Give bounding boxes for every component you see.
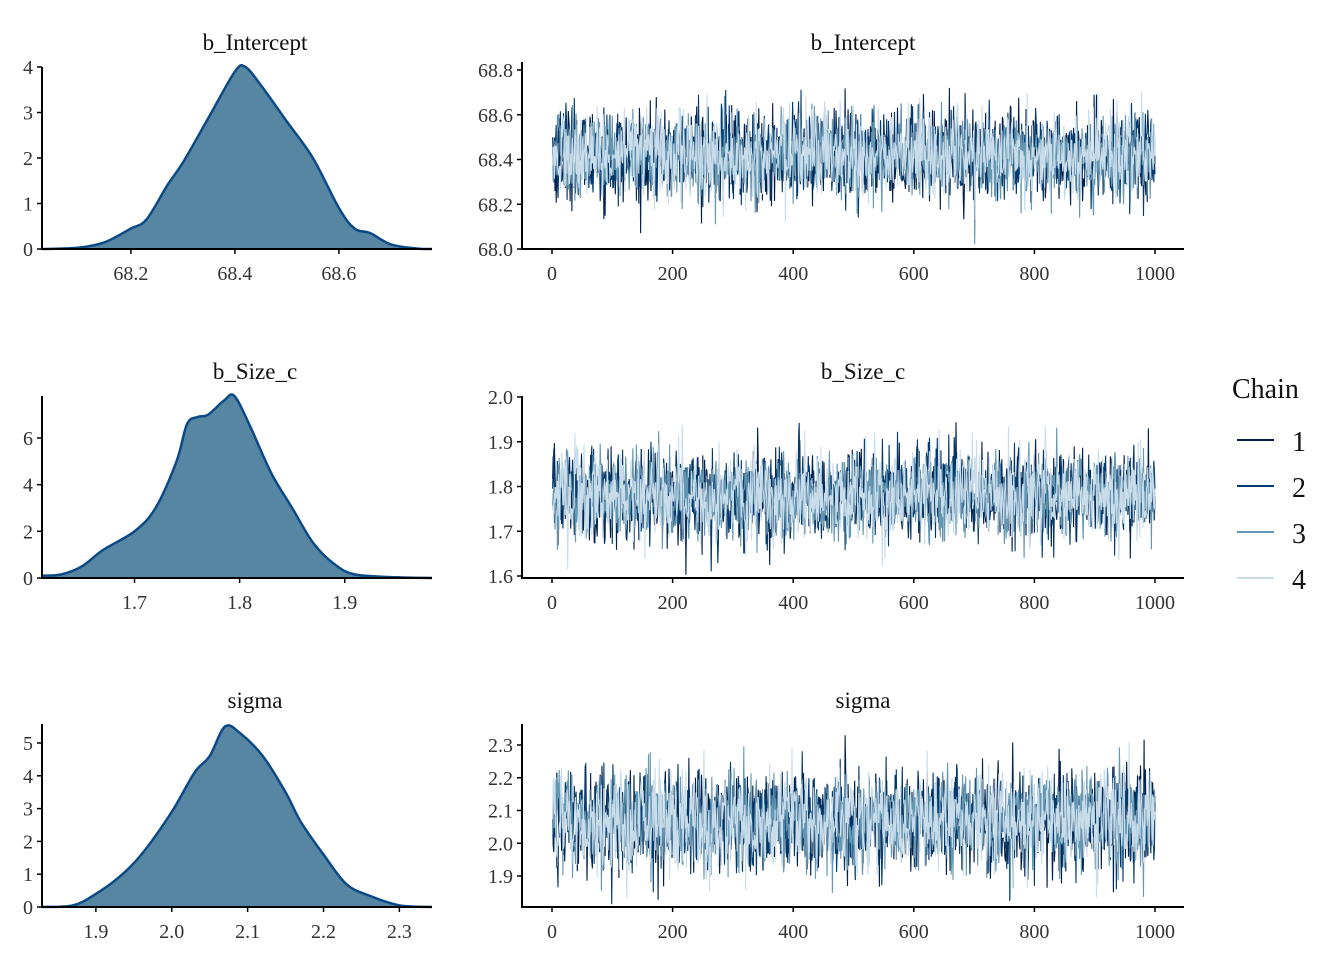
density-x-tick-label: 1.8 (227, 592, 252, 614)
density-x-tick-label: 2.0 (159, 921, 184, 943)
density-x-tick-label: 2.2 (311, 921, 336, 943)
density-title: sigma (228, 688, 283, 713)
trace-y-tick-label: 68.2 (478, 194, 513, 216)
trace-x-tick-label: 200 (658, 921, 688, 943)
trace-x-tick-label: 0 (547, 921, 557, 943)
density-title: b_Size_c (213, 359, 297, 384)
trace-y-tick-label: 1.6 (488, 566, 513, 588)
trace-y-tick-label: 2.0 (488, 833, 513, 855)
panel-sigma: sigma 0 1 2 3 4 5 1.9 2.0 2.1 2.2 2.3 sigma 1.9 2.0 2.1… (23, 688, 1184, 943)
legend-label: 2 (1292, 473, 1306, 504)
trace-x-tick-label: 600 (899, 921, 929, 943)
density-y-tick-label: 0 (23, 239, 33, 261)
density-y-tick-label: 4 (23, 475, 33, 497)
legend-label: 3 (1292, 519, 1306, 550)
trace-y-tick-label: 68.6 (478, 105, 513, 127)
trace-y-tick-label: 2.0 (488, 387, 513, 409)
trace-x-tick-label: 200 (658, 592, 688, 614)
density-y-tick-label: 2 (23, 148, 33, 170)
density-y-tick-label: 2 (23, 831, 33, 853)
trace-chain-4 (552, 742, 1156, 899)
density-y-tick-label: 4 (23, 766, 33, 788)
density-x-tick-label: 2.1 (235, 921, 260, 943)
legend-title: Chain (1232, 374, 1299, 405)
trace-x-tick-label: 200 (658, 263, 688, 285)
trace-title: sigma (836, 688, 891, 713)
trace-y-tick-label: 68.0 (478, 239, 513, 261)
trace-x-tick-label: 600 (899, 592, 929, 614)
density-y-tick-label: 4 (23, 57, 33, 79)
trace-title: b_Size_c (821, 359, 905, 384)
density-y-tick-label: 6 (23, 428, 33, 450)
density-y-tick-label: 0 (23, 897, 33, 919)
trace-x-tick-label: 1000 (1135, 263, 1175, 285)
density-y-tick-label: 1 (23, 864, 33, 886)
density-x-tick-label: 68.4 (217, 263, 252, 285)
density-x-tick-label: 1.9 (332, 592, 357, 614)
trace-chain-3 (552, 427, 1156, 559)
trace-y-tick-label: 1.8 (488, 477, 513, 499)
trace-x-tick-label: 1000 (1135, 921, 1175, 943)
trace-y-tick-label: 68.4 (478, 150, 513, 172)
density-x-tick-label: 68.2 (113, 263, 148, 285)
density-y-tick-label: 1 (23, 194, 33, 216)
density-line (41, 393, 433, 580)
trace-x-tick-label: 1000 (1135, 592, 1175, 614)
trace-y-tick-label: 68.8 (478, 60, 513, 82)
density-y-tick-label: 2 (23, 521, 33, 543)
trace-x-tick-label: 800 (1019, 921, 1049, 943)
trace-y-tick-label: 1.7 (488, 521, 513, 543)
density-x-tick-label: 1.9 (83, 921, 108, 943)
density-line (42, 63, 433, 251)
trace-y-tick-label: 1.9 (488, 866, 513, 888)
trace-x-tick-label: 400 (778, 921, 808, 943)
density-x-tick-label: 68.6 (321, 263, 356, 285)
trace-x-tick-label: 0 (547, 592, 557, 614)
trace-y-tick-label: 2.1 (488, 801, 513, 823)
trace-chain-4 (552, 91, 1156, 223)
density-line (41, 724, 433, 909)
density-y-tick-label: 0 (23, 568, 33, 590)
density-x-tick-label: 2.3 (387, 921, 412, 943)
density-y-tick-label: 3 (23, 799, 33, 821)
trace-y-tick-label: 2.2 (488, 768, 513, 790)
trace-x-tick-label: 400 (778, 263, 808, 285)
trace-y-tick-label: 2.3 (488, 735, 513, 757)
density-area (42, 65, 433, 250)
trace-x-tick-label: 800 (1019, 263, 1049, 285)
trace-x-tick-label: 400 (778, 592, 808, 614)
trace-x-tick-label: 600 (899, 263, 929, 285)
density-area (42, 394, 432, 578)
legend-label: 1 (1292, 427, 1306, 458)
panel-b_Size_c: b_Size_c 0 2 4 6 1.7 1.8 1.9 b_Size_c 1.6 1.7 1.8 1.… (23, 359, 1184, 614)
density-title: b_Intercept (203, 30, 308, 55)
density-x-tick-label: 1.7 (122, 592, 147, 614)
panel-b_Intercept: b_Intercept 0 1 2 3 4 68.2 68.4 68.6 b_Intercept 6… (23, 30, 1184, 285)
density-y-tick-label: 5 (23, 733, 33, 755)
density-y-tick-label: 3 (23, 103, 33, 125)
legend: Chain 1 2 3 4 (1232, 374, 1306, 596)
legend-label: 4 (1292, 565, 1306, 596)
density-area (42, 725, 432, 907)
trace-title: b_Intercept (811, 30, 916, 55)
trace-x-tick-label: 0 (547, 263, 557, 285)
trace-y-tick-label: 1.9 (488, 432, 513, 454)
trace-chain-4 (552, 424, 1156, 570)
trace-x-tick-label: 800 (1019, 592, 1049, 614)
